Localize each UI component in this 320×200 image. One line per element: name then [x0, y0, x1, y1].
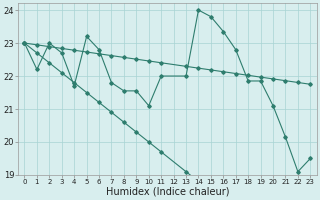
- X-axis label: Humidex (Indice chaleur): Humidex (Indice chaleur): [106, 187, 229, 197]
